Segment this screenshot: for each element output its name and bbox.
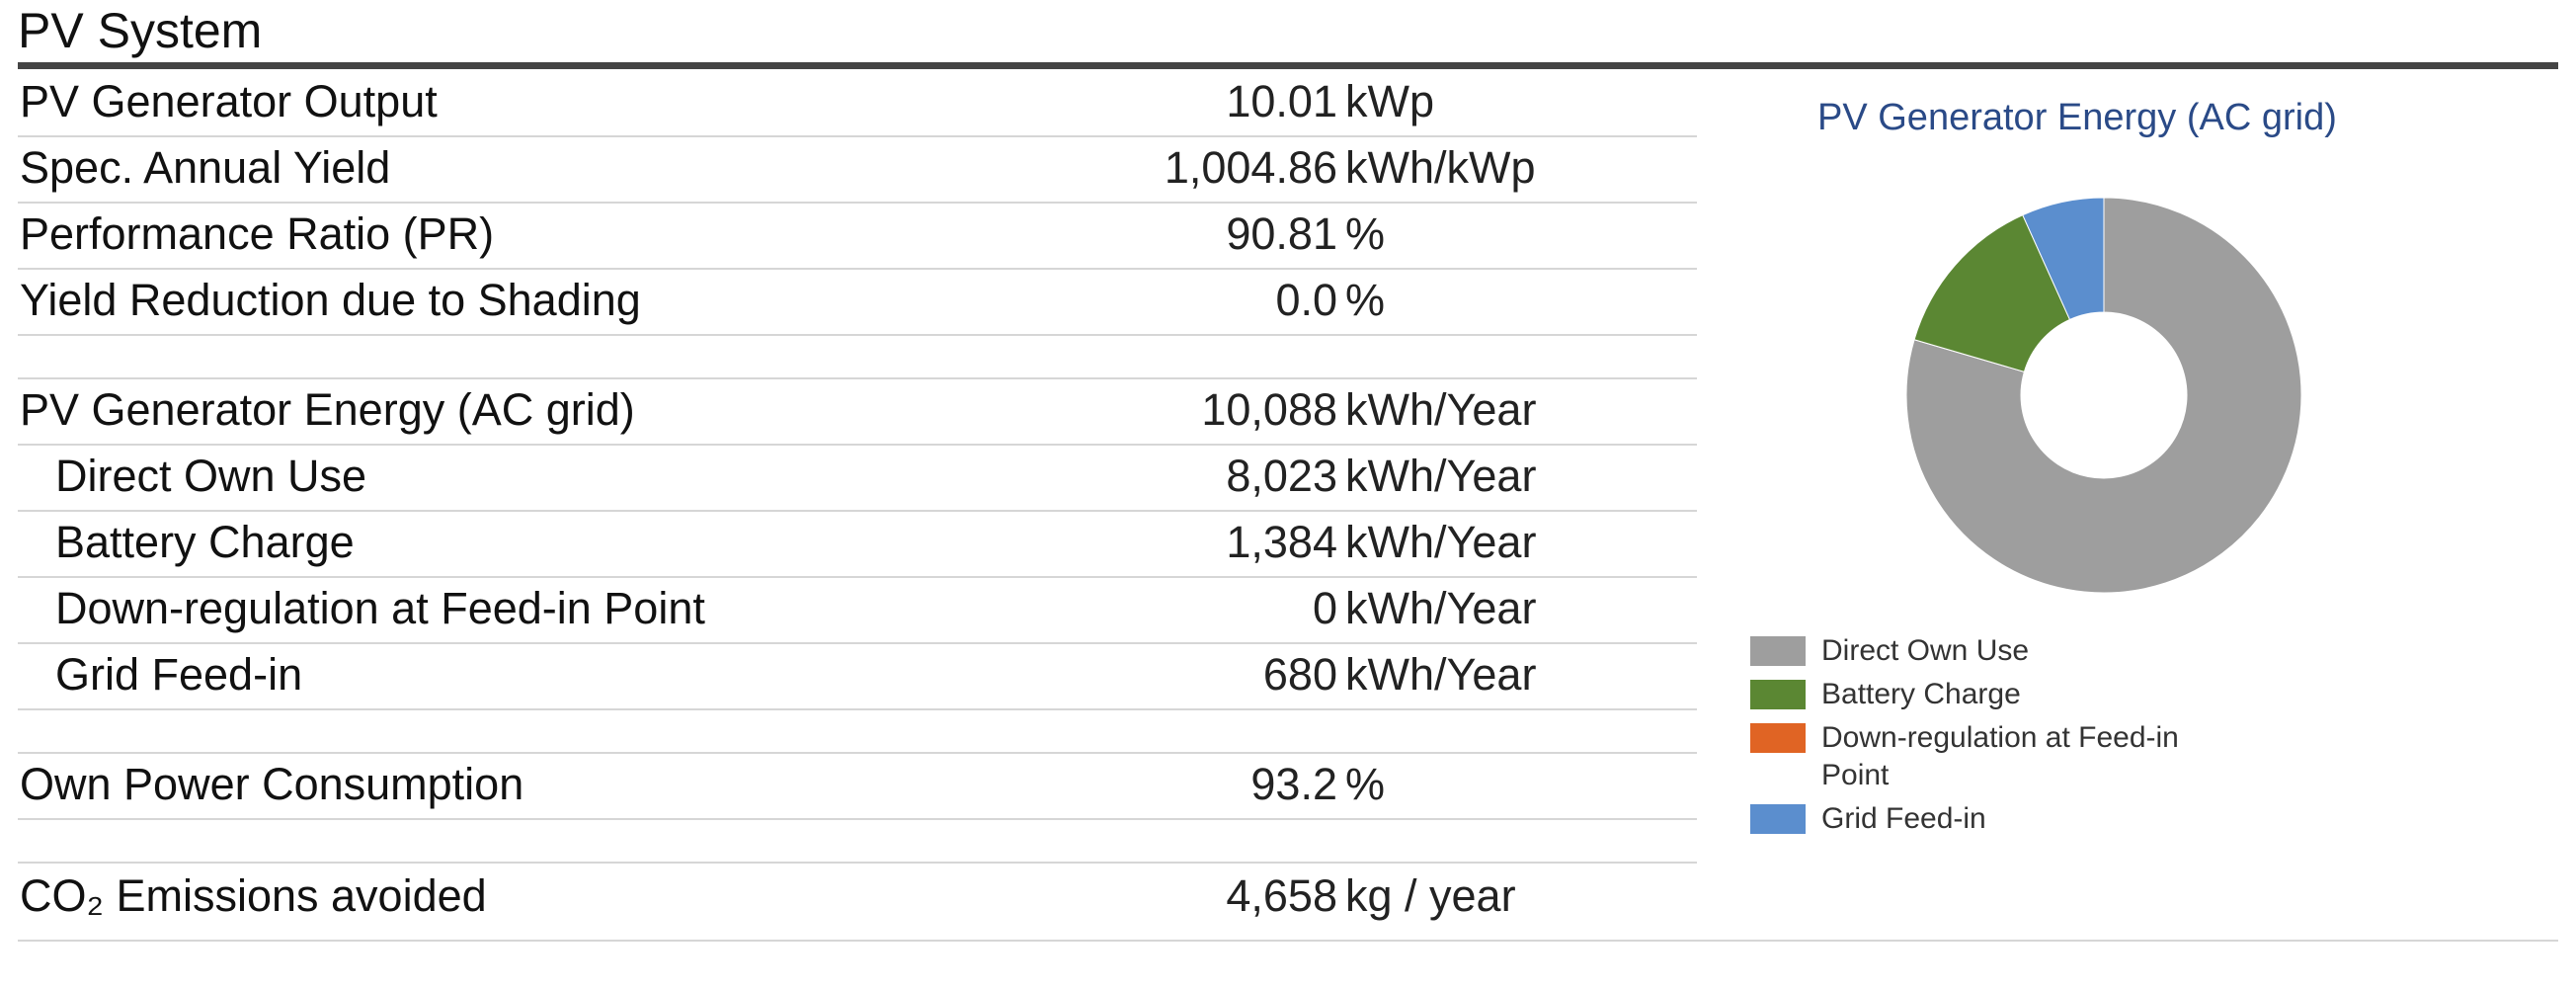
title-divider bbox=[18, 62, 2558, 69]
legend-label: Down-regulation at Feed-in bbox=[1821, 721, 2179, 754]
row-label: PV Generator Energy (AC grid) bbox=[20, 384, 635, 435]
row-unit: kWh/kWp bbox=[1345, 142, 1536, 193]
row-unit: % bbox=[1345, 208, 1386, 259]
table-row: Grid Feed-in 680 kWh/Year bbox=[18, 644, 1697, 710]
donut-slice-direct-own-use bbox=[1905, 197, 2302, 594]
row-unit: kWp bbox=[1345, 76, 1434, 126]
row-label: Grid Feed-in bbox=[55, 649, 303, 700]
row-value: 1,384 bbox=[1226, 517, 1337, 567]
donut-slice-grid-feed-in bbox=[2022, 197, 2105, 321]
row-label: Performance Ratio (PR) bbox=[20, 208, 495, 259]
table-row: Own Power Consumption 93.2 % bbox=[18, 754, 1697, 820]
table-row: Spec. Annual Yield 1,004.86 kWh/kWp bbox=[18, 137, 1697, 204]
table-row: Battery Charge 1,384 kWh/Year bbox=[18, 512, 1697, 578]
legend-swatch bbox=[1750, 723, 1806, 753]
row-label: Spec. Annual Yield bbox=[20, 142, 391, 193]
table-row: Down-regulation at Feed-in Point 0 kWh/Y… bbox=[18, 578, 1697, 644]
legend-item: Direct Own Use bbox=[1750, 632, 2244, 670]
row-unit: kWh/Year bbox=[1345, 451, 1537, 501]
legend-label: Direct Own Use bbox=[1821, 634, 2030, 667]
table-spacer-row bbox=[18, 710, 1697, 754]
table-spacer-row bbox=[18, 336, 1697, 379]
row-label: PV Generator Output bbox=[20, 76, 438, 126]
table-row: Yield Reduction due to Shading 0.0 % bbox=[18, 270, 1697, 336]
table-row: PV Generator Output 10.01 kWp bbox=[18, 71, 1697, 137]
legend-swatch bbox=[1750, 680, 1806, 709]
donut-chart bbox=[1905, 197, 2302, 594]
row-value: 8,023 bbox=[1226, 451, 1337, 501]
donut-slice-battery-charge bbox=[1913, 214, 2071, 372]
bottom-divider bbox=[18, 940, 2558, 942]
legend-label: Grid Feed-in bbox=[1821, 802, 1986, 835]
row-unit: % bbox=[1345, 759, 1386, 809]
chart-legend: Direct Own Use Battery Charge Down-regulat… bbox=[1750, 632, 2244, 844]
table-row: PV Generator Energy (AC grid) 10,088 kWh… bbox=[18, 379, 1697, 446]
row-unit: kWh/Year bbox=[1345, 517, 1537, 567]
row-label: Down-regulation at Feed-in Point bbox=[55, 583, 705, 633]
row-unit: % bbox=[1345, 275, 1386, 325]
row-value: 10,088 bbox=[1201, 384, 1337, 435]
row-unit: kg / year bbox=[1345, 870, 1516, 921]
row-value: 4,658 bbox=[1226, 870, 1337, 921]
row-unit: kWh/Year bbox=[1345, 583, 1537, 633]
row-label: CO₂ Emissions avoided bbox=[20, 870, 487, 921]
chart-title: PV Generator Energy (AC grid) bbox=[1817, 97, 2337, 138]
legend-label: Point bbox=[1821, 759, 1890, 791]
row-unit: kWh/Year bbox=[1345, 649, 1537, 700]
row-unit: kWh/Year bbox=[1345, 384, 1537, 435]
legend-swatch bbox=[1750, 804, 1806, 834]
row-value: 0 bbox=[1312, 583, 1337, 633]
legend-swatch bbox=[1750, 636, 1806, 666]
row-label: Yield Reduction due to Shading bbox=[20, 275, 641, 325]
legend-item: Down-regulation at Feed-in Point bbox=[1750, 719, 2244, 794]
legend-label: Battery Charge bbox=[1821, 678, 2021, 710]
row-value: 90.81 bbox=[1226, 208, 1337, 259]
row-value: 10.01 bbox=[1226, 76, 1337, 126]
row-label: Own Power Consumption bbox=[20, 759, 524, 809]
row-value: 1,004.86 bbox=[1164, 142, 1337, 193]
pv-system-table: PV Generator Output 10.01 kWp Spec. Annu… bbox=[18, 71, 1697, 930]
legend-item: Battery Charge bbox=[1750, 676, 2244, 713]
row-value: 680 bbox=[1262, 649, 1337, 700]
table-spacer-row bbox=[18, 820, 1697, 864]
table-row: Direct Own Use 8,023 kWh/Year bbox=[18, 446, 1697, 512]
row-value: 93.2 bbox=[1250, 759, 1337, 809]
row-label: Battery Charge bbox=[55, 517, 355, 567]
row-value: 0.0 bbox=[1275, 275, 1337, 325]
row-label: Direct Own Use bbox=[55, 451, 367, 501]
table-row: CO₂ Emissions avoided 4,658 kg / year bbox=[18, 864, 1697, 930]
legend-item: Grid Feed-in bbox=[1750, 800, 2244, 838]
section-title: PV System bbox=[18, 3, 263, 58]
table-row: Performance Ratio (PR) 90.81 % bbox=[18, 204, 1697, 270]
